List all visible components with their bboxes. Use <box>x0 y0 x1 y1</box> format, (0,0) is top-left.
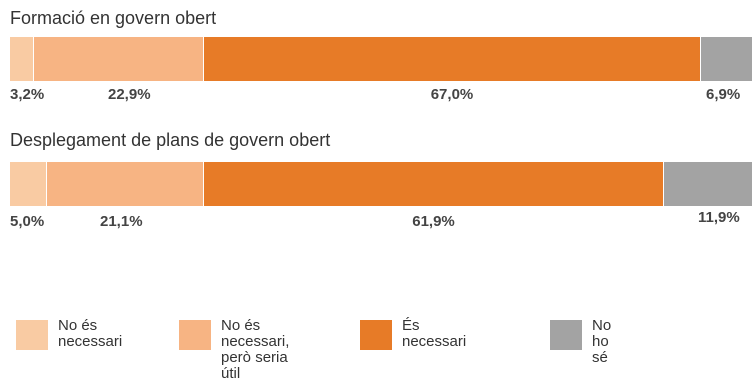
bar-title-1: Desplegament de plans de govern obert <box>10 130 331 150</box>
bar-0-label-1: 22,9% <box>108 86 151 103</box>
legend-swatch-3 <box>550 320 582 350</box>
bar-1-segment-3 <box>663 162 752 206</box>
bar-track-0 <box>10 37 752 81</box>
bar-0-segment-3 <box>700 37 752 81</box>
stacked-bar-chart: Formació en govern obert 3,2% 22,9% 67,0% 6,… <box>10 8 752 382</box>
bar-1-label-2: 61,9% <box>412 213 455 230</box>
bar-0-segment-0 <box>10 37 33 81</box>
bar-1-label-0: 5,0% <box>10 213 45 230</box>
legend-label-3: No ho sé <box>592 317 612 366</box>
bar-1-segment-1 <box>47 162 203 206</box>
bar-0-label-2: 67,0% <box>430 86 474 103</box>
bar-title-0: Formació en govern obert <box>10 8 217 28</box>
legend-label-0: No és necessari <box>58 317 123 350</box>
legend-swatch-1 <box>179 320 211 350</box>
legend-label-1: No és necessari, però seria útil <box>221 317 290 382</box>
bar-0-label-3: 6,9% <box>706 86 741 103</box>
bar-1-segment-2 <box>203 162 663 206</box>
bar-0-label-0: 3,2% <box>10 86 45 103</box>
bar-0-segment-2 <box>203 37 700 81</box>
bar-track-1 <box>10 162 752 206</box>
bar-1-segment-0 <box>10 162 47 206</box>
bar-1-label-1: 21,1% <box>100 213 143 230</box>
bar-1-label-3: 11,9% <box>698 209 740 226</box>
legend-label-2: És necessari <box>402 317 467 350</box>
legend-swatch-0 <box>16 320 48 350</box>
bar-0-segment-1 <box>33 37 203 81</box>
legend-swatch-2 <box>360 320 392 350</box>
